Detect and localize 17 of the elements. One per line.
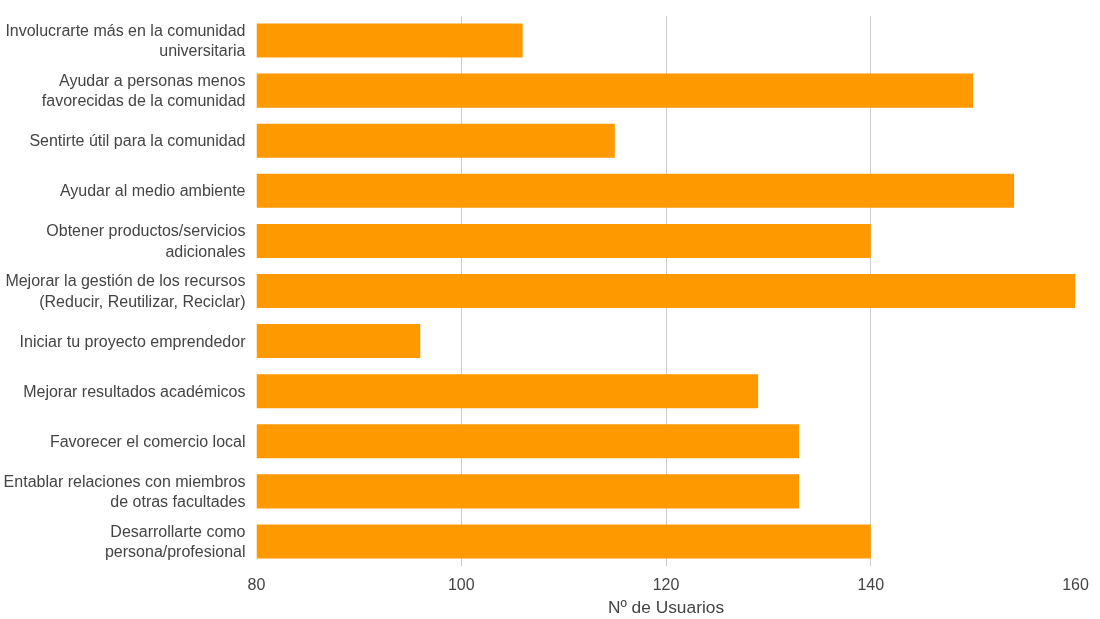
y-tick-label: Ayudar al medio ambiente bbox=[59, 182, 246, 200]
y-tick-label: Iniciar tu proyecto emprendedor bbox=[19, 332, 247, 350]
y-tick-label: Mejorar la gestión de los recursos (Reducir, Reutilizar, Reciclar) bbox=[5, 272, 246, 310]
x-axis-title: Nº de Usuarios bbox=[607, 596, 725, 617]
x-tick-label: 120 bbox=[652, 575, 680, 593]
y-tick-label: Favorecer el comercio local bbox=[49, 432, 246, 450]
y-tick-label: Mejorar resultados académicos bbox=[23, 382, 246, 400]
y-tick-label: Entablar relaciones con miembros de otras facultades bbox=[3, 472, 246, 511]
y-tick-label: Desarrollarte como persona/profesional bbox=[104, 522, 246, 561]
x-tick-label: 80 bbox=[247, 575, 266, 593]
y-tick-label: Obtener productos/servicios adicionales bbox=[46, 222, 246, 260]
x-tick-label: 100 bbox=[447, 575, 475, 593]
y-tick-label: Sentirte útil para la comunidad bbox=[29, 132, 246, 150]
x-tick-label: 160 bbox=[1062, 575, 1089, 593]
y-tick-label: Involucrarte más en la comunidad universitaria bbox=[5, 21, 246, 60]
x-tick-label: 140 bbox=[857, 575, 885, 593]
y-tick-label: Ayudar a personas menos favorecidas de la comunidad bbox=[41, 71, 246, 110]
